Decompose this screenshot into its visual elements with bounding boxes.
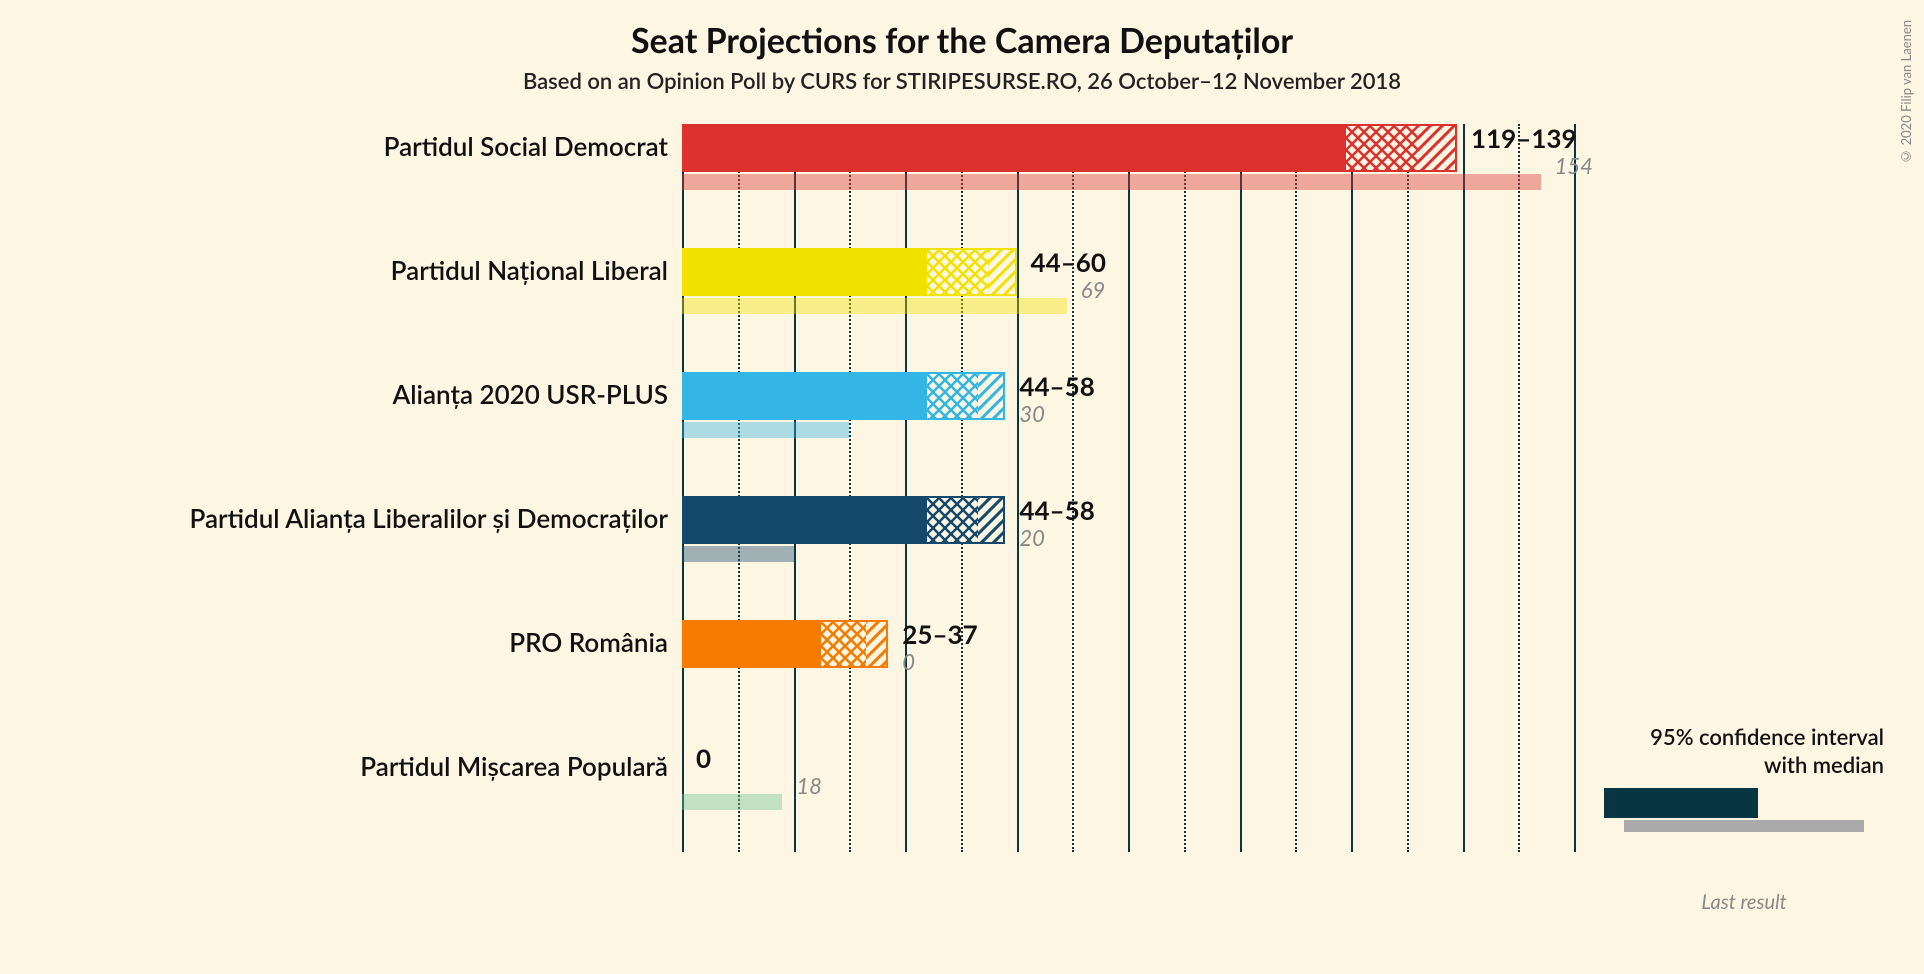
range-label: 119–139 <box>1471 122 1577 154</box>
range-label: 25–37 <box>902 618 977 650</box>
gridline-major <box>1463 124 1465 852</box>
projection-bar <box>682 496 1005 544</box>
gridline-major <box>1351 124 1353 852</box>
gridline-major <box>794 124 796 852</box>
bar-solid-segment <box>682 248 927 296</box>
gridline-major <box>1017 124 1019 852</box>
last-result-label: 154 <box>1555 152 1593 179</box>
party-label: Alianța 2020 USR-PLUS <box>392 378 668 410</box>
party-label: PRO România <box>509 626 668 658</box>
gridline-major <box>1574 124 1576 852</box>
bar-solid-segment <box>682 620 821 668</box>
range-label: 44–58 <box>1019 370 1094 402</box>
bar-crosshatch-segment <box>1346 124 1418 172</box>
gridline-minor <box>961 124 963 852</box>
range-label: 44–58 <box>1019 494 1094 526</box>
gridline-major <box>905 124 907 852</box>
bar-diagonal-segment <box>978 496 1006 544</box>
projection-bar <box>682 620 888 668</box>
bar-crosshatch-segment <box>821 620 866 668</box>
party-row: Partidul Mișcarea Populară018 <box>682 744 1602 832</box>
legend-last-label: Last result <box>1604 890 1884 914</box>
legend-title-line1: 95% confidence interval <box>1650 723 1884 750</box>
party-row: Partidul Național Liberal44–6069 <box>682 248 1602 336</box>
projection-bar <box>682 372 1005 420</box>
last-result-bar <box>682 546 794 562</box>
party-row: PRO România25–370 <box>682 620 1602 708</box>
legend-title-line2: with median <box>1764 751 1884 778</box>
party-label: Partidul Social Democrat <box>384 130 668 162</box>
last-result-bar <box>682 298 1067 314</box>
gridline-minor <box>738 124 740 852</box>
last-result-label: 30 <box>1019 400 1045 427</box>
gridline-minor <box>1072 124 1074 852</box>
range-label: 44–60 <box>1031 246 1106 278</box>
gridlines <box>682 124 1602 852</box>
bar-crosshatch-segment <box>927 496 977 544</box>
bar-diagonal-segment <box>866 620 888 668</box>
party-label: Partidul Mișcarea Populară <box>360 750 668 782</box>
bar-solid-segment <box>682 124 1346 172</box>
gridline-minor <box>849 124 851 852</box>
legend: 95% confidence interval with median Last… <box>1604 723 1884 914</box>
party-label: Partidul Alianța Liberalilor și Democraț… <box>190 502 668 534</box>
party-row: Partidul Alianța Liberalilor și Democraț… <box>682 496 1602 584</box>
gridline-major <box>682 124 684 852</box>
last-result-label: 20 <box>1019 524 1045 551</box>
bar-diagonal-segment <box>989 248 1017 296</box>
last-result-bar <box>682 174 1541 190</box>
plot-area: Partidul Social Democrat119–139154 Partid… <box>682 124 1602 852</box>
bar-crosshatch-segment <box>927 372 977 420</box>
gridline-major <box>1128 124 1130 852</box>
projection-bar <box>682 248 1017 296</box>
chart-title: Seat Projections for the Camera Deputați… <box>192 20 1732 61</box>
last-result-label: 69 <box>1081 276 1106 303</box>
last-result-bar <box>682 422 849 438</box>
gridline-minor <box>1295 124 1297 852</box>
legend-bar-sample <box>1604 788 1884 836</box>
copyright-text: © 2020 Filip van Laenen <box>1898 20 1914 165</box>
gridline-major <box>1240 124 1242 852</box>
bar-diagonal-segment <box>1418 124 1457 172</box>
bar-crosshatch-segment <box>927 248 988 296</box>
last-result-label: 0 <box>902 648 915 675</box>
last-result-label: 18 <box>796 772 822 799</box>
chart-subtitle: Based on an Opinion Poll by CURS for STI… <box>192 67 1732 94</box>
gridline-minor <box>1518 124 1520 852</box>
gridline-minor <box>1184 124 1186 852</box>
gridline-minor <box>1407 124 1409 852</box>
bar-solid-segment <box>682 496 927 544</box>
bar-diagonal-segment <box>978 372 1006 420</box>
bar-solid-segment <box>682 372 927 420</box>
party-label: Partidul Național Liberal <box>391 254 668 286</box>
last-result-bar <box>682 794 782 810</box>
party-row: Alianța 2020 USR-PLUS44–5830 <box>682 372 1602 460</box>
projection-bar <box>682 124 1457 172</box>
party-row: Partidul Social Democrat119–139154 <box>682 124 1602 212</box>
range-label: 0 <box>696 742 711 774</box>
